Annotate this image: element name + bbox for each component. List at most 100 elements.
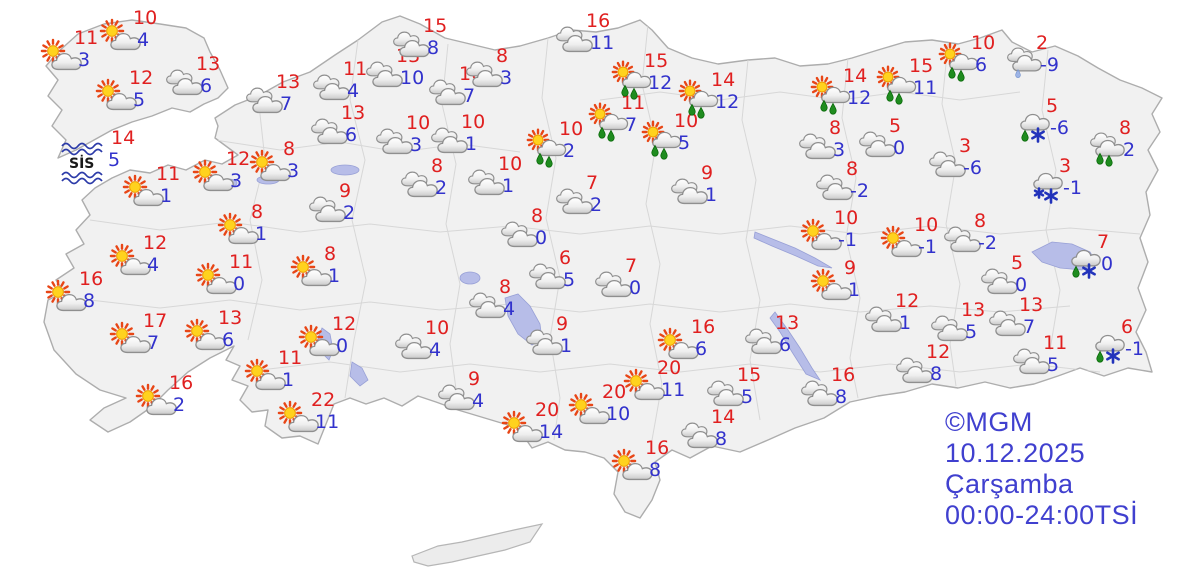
low-temp: 1 — [848, 279, 861, 301]
weather-station: 14 12 — [678, 71, 739, 119]
sun-cloud-rain-icon — [641, 120, 682, 160]
sun-behind-cloud-icon — [109, 321, 151, 354]
low-temp: -1 — [918, 236, 937, 258]
clouds-icon — [431, 127, 468, 154]
weather-station: 12 4 — [109, 234, 167, 279]
cloud-rain-icon — [1090, 132, 1125, 167]
weather-station: 10 4 — [99, 9, 157, 54]
weather-station: 16 11 — [553, 12, 614, 57]
low-temp: 5 — [108, 149, 121, 171]
high-temp: 8 — [846, 158, 859, 180]
high-temp: 17 — [143, 310, 168, 332]
low-temp: 7 — [625, 114, 638, 136]
low-temp: 1 — [705, 184, 718, 206]
clouds-icon — [896, 357, 933, 384]
clouds-icon — [429, 79, 466, 106]
clouds-icon — [401, 171, 438, 198]
high-temp: 16 — [169, 372, 194, 394]
low-temp: 10 — [400, 67, 425, 89]
high-temp: 14 — [111, 127, 136, 149]
high-temp: 10 — [971, 32, 996, 54]
high-temp: 12 — [895, 290, 920, 312]
low-temp: 8 — [715, 428, 728, 450]
clouds-icon — [395, 333, 432, 360]
low-temp: 0 — [1101, 253, 1114, 275]
high-temp: 6 — [1121, 316, 1134, 338]
low-temp: 5 — [965, 321, 978, 343]
clouds-icon — [376, 128, 413, 155]
weather-station: 10 1 — [428, 113, 485, 158]
high-temp: 14 — [711, 406, 736, 428]
high-temp: 12 — [926, 341, 951, 363]
sun-behind-cloud-icon — [800, 218, 842, 251]
low-temp: 8 — [83, 290, 96, 312]
footer-date: 10.12.2025 — [945, 438, 1086, 468]
weather-station: 10 3 — [373, 114, 430, 159]
weather-station: 16 2 — [135, 374, 193, 419]
low-temp: 4 — [429, 339, 442, 361]
high-temp: 8 — [1119, 117, 1132, 139]
weather-station: 11 0 — [195, 253, 253, 298]
sun-behind-cloud-icon — [95, 78, 137, 111]
low-temp: 10 — [606, 403, 631, 425]
weather-station: 11 7 — [588, 94, 645, 142]
clouds-icon — [311, 118, 348, 145]
weather-station: 13 7 — [243, 73, 300, 118]
clouds-icon — [556, 26, 593, 53]
high-temp: 15 — [737, 364, 762, 386]
low-temp: 2 — [173, 394, 186, 416]
sun-behind-cloud-icon — [501, 410, 543, 443]
low-temp: 4 — [147, 254, 160, 276]
clouds-icon — [468, 169, 505, 196]
low-temp: -2 — [850, 180, 869, 202]
lake-keban — [753, 231, 833, 269]
thrace-landmass — [45, 19, 229, 159]
weather-station: 11 1 — [122, 165, 180, 210]
high-temp: 12 — [332, 313, 357, 335]
low-temp: 6 — [222, 329, 235, 351]
sun-behind-cloud-icon — [298, 324, 340, 357]
weather-station: 13 7 — [986, 296, 1043, 341]
high-temp: 13 — [341, 102, 366, 124]
clouds-icon — [501, 221, 538, 248]
low-temp: 12 — [715, 91, 740, 113]
high-temp: 7 — [625, 255, 638, 277]
low-temp: 3 — [500, 67, 513, 89]
high-temp: 22 — [311, 389, 336, 411]
sun-behind-cloud-icon — [290, 254, 332, 287]
high-temp: 16 — [645, 437, 670, 459]
high-temp: 13 — [961, 299, 986, 321]
low-temp: 11 — [590, 32, 615, 54]
low-temp: 11 — [913, 77, 938, 99]
sun-behind-cloud-icon — [184, 318, 226, 351]
weather-station: 10 -1 — [880, 216, 938, 261]
low-temp: 8 — [649, 459, 662, 481]
clouds-icon — [366, 61, 403, 88]
clouds-icon — [595, 271, 632, 298]
clouds-icon — [1013, 348, 1050, 375]
sun-cloud-rain-icon — [526, 128, 567, 168]
clouds-icon — [438, 384, 475, 411]
attribution: ©MGM — [945, 407, 1033, 437]
low-temp: 0 — [893, 137, 906, 159]
clouds-icon — [799, 133, 836, 160]
clouds-icon — [707, 380, 744, 407]
sun-cloud-rain-icon — [876, 65, 917, 105]
low-temp: 2 — [563, 140, 576, 162]
weather-station: 15 8 — [390, 17, 447, 62]
clouds-icon — [309, 196, 346, 223]
high-temp: 5 — [1046, 95, 1059, 117]
lake-iznik — [330, 164, 360, 176]
low-temp: 5 — [1047, 354, 1060, 376]
weather-station: 12 0 — [298, 315, 356, 360]
footer-day: Çarşamba — [945, 469, 1074, 499]
cloud-rain-snow-icon — [1020, 113, 1050, 143]
clouds-icon — [816, 174, 853, 201]
high-temp: 11 — [1043, 332, 1068, 354]
high-temp: 13 — [1019, 294, 1044, 316]
